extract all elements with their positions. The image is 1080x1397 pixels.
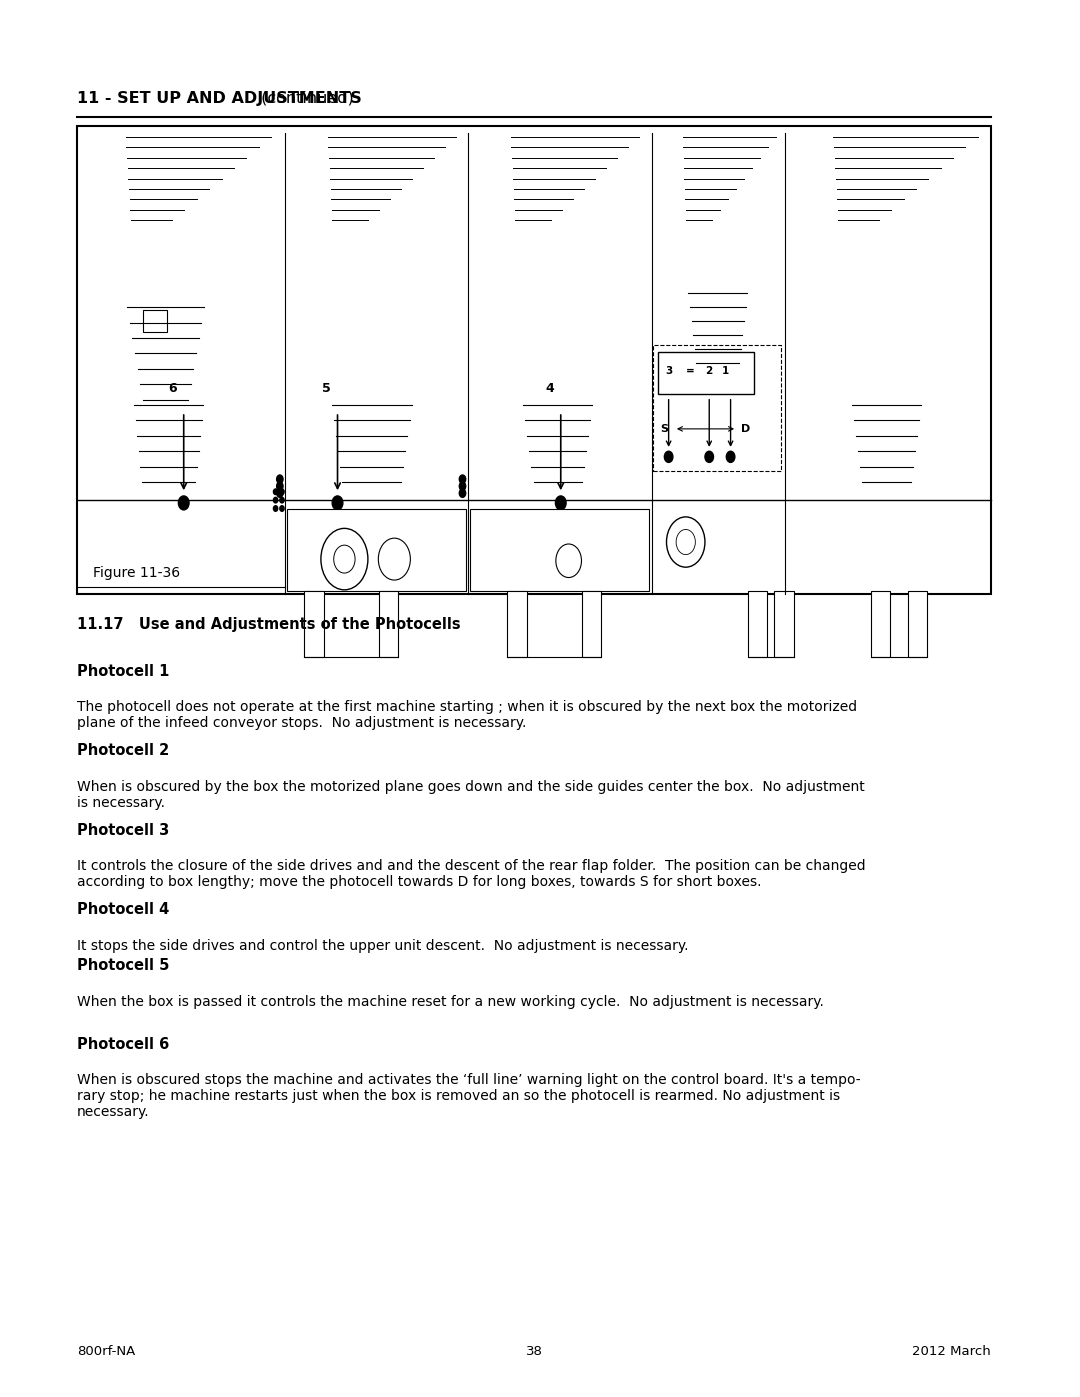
Text: 1: 1 (721, 366, 729, 376)
Circle shape (333, 496, 342, 510)
Circle shape (276, 475, 283, 483)
Text: =: = (686, 366, 694, 376)
Circle shape (727, 451, 734, 462)
Circle shape (276, 489, 283, 497)
Text: Photocell 1: Photocell 1 (77, 664, 170, 679)
Circle shape (556, 543, 581, 577)
Circle shape (321, 528, 368, 590)
Bar (658, 352, 754, 394)
Text: Photocell 6: Photocell 6 (77, 1037, 170, 1052)
Text: Figure 11-36: Figure 11-36 (93, 566, 180, 580)
Text: D: D (741, 423, 751, 434)
Text: When is obscured stops the machine and activates the ‘full line’ warning light o: When is obscured stops the machine and a… (77, 1073, 861, 1119)
Circle shape (459, 475, 465, 483)
Circle shape (459, 489, 465, 497)
Bar (144, 310, 166, 332)
Bar (908, 591, 927, 657)
Text: Photocell 3: Photocell 3 (77, 823, 170, 838)
Bar (77, 126, 991, 594)
Text: 3: 3 (665, 366, 672, 376)
Bar (379, 591, 399, 657)
Circle shape (676, 529, 696, 555)
Circle shape (280, 489, 284, 495)
Circle shape (273, 497, 278, 503)
Text: 38: 38 (526, 1345, 542, 1358)
Circle shape (555, 496, 566, 510)
Bar (747, 591, 767, 657)
Bar (305, 591, 324, 657)
Text: S: S (660, 423, 669, 434)
Circle shape (705, 451, 714, 462)
Bar (508, 591, 527, 657)
Text: The photocell does not operate at the first machine starting ; when it is obscur: The photocell does not operate at the fi… (77, 700, 858, 731)
Circle shape (378, 538, 410, 580)
Circle shape (334, 545, 355, 573)
Circle shape (459, 482, 465, 490)
Circle shape (276, 482, 283, 490)
Text: When the box is passed it controls the machine reset for a new working cycle.  N: When the box is passed it controls the m… (77, 995, 824, 1009)
Bar (774, 591, 794, 657)
Text: It controls the closure of the side drives and and the descent of the rear flap : It controls the closure of the side driv… (77, 859, 865, 890)
Text: 5: 5 (323, 383, 332, 395)
Text: 11 - SET UP AND ADJUSTMENTS: 11 - SET UP AND ADJUSTMENTS (77, 91, 362, 106)
Text: Photocell 2: Photocell 2 (77, 743, 170, 759)
Text: (continued): (continued) (256, 91, 353, 106)
Circle shape (280, 497, 284, 503)
Bar (870, 591, 890, 657)
Text: 4: 4 (545, 383, 554, 395)
Text: 800rf-NA: 800rf-NA (77, 1345, 135, 1358)
Bar (287, 509, 465, 591)
Circle shape (664, 451, 673, 462)
Bar (652, 345, 781, 471)
Text: Photocell 4: Photocell 4 (77, 902, 170, 918)
Circle shape (273, 489, 278, 495)
Bar (582, 591, 602, 657)
Text: 2: 2 (705, 366, 713, 376)
Bar (470, 509, 649, 591)
Text: 2012 March: 2012 March (913, 1345, 991, 1358)
Circle shape (666, 517, 705, 567)
Circle shape (178, 496, 189, 510)
Circle shape (280, 506, 284, 511)
Text: 11.17   Use and Adjustments of the Photocells: 11.17 Use and Adjustments of the Photoce… (77, 617, 460, 633)
Text: When is obscured by the box the motorized plane goes down and the side guides ce: When is obscured by the box the motorize… (77, 780, 865, 810)
Text: 6: 6 (168, 383, 177, 395)
Text: It stops the side drives and control the upper unit descent.  No adjustment is n: It stops the side drives and control the… (77, 939, 688, 953)
Text: Photocell 5: Photocell 5 (77, 958, 170, 974)
Circle shape (273, 506, 278, 511)
